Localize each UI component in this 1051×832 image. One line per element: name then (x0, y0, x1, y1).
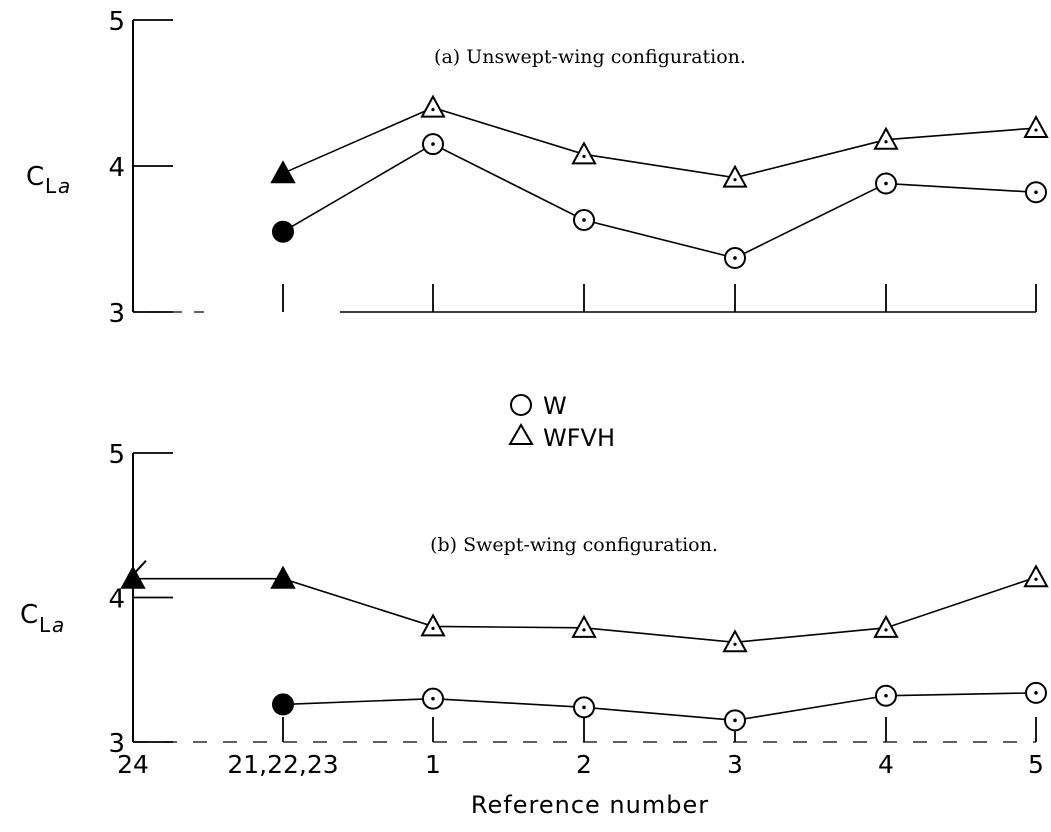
panel-a-point-dot (431, 142, 435, 146)
panel-b-point-dot (582, 705, 586, 710)
panel-a-y-label-sub1: L (45, 174, 57, 198)
panel-b-xtick-label: 3 (727, 750, 743, 779)
panel-b-point-wfvh (420, 613, 446, 637)
panel-b-point-dot (733, 642, 737, 646)
panel-a-point-dot (884, 140, 888, 144)
panel-b-point-wfvh (120, 565, 146, 589)
panel-b-xtick-label: 4 (878, 750, 894, 779)
panel-b-point-dot (1034, 577, 1038, 581)
panel-a-point-wfvh (420, 94, 446, 118)
panel-b-y-label: C L a (20, 600, 64, 637)
panel-b-point-dot (884, 628, 888, 632)
panel-a-point-wfvh (1023, 114, 1049, 139)
panel-a-y-label-main: C (26, 162, 44, 192)
panel-a: (a) Unswept-wing configuration. C L a 3 4… (26, 7, 1049, 329)
panel-a-point-wfvh (270, 160, 296, 184)
panel-b-xtick-label: 1 (425, 750, 441, 779)
panel-a-y-label-sub2: a (58, 174, 70, 198)
panel-a-point-dot (582, 218, 586, 222)
panel-a-point-wfvh (571, 141, 597, 165)
panel-a-ytick-label-4: 4 (108, 153, 125, 183)
panel-b: (b) Swept-wing configuration. C L a 345 … (20, 440, 1049, 819)
panel-b-point-wfvh (571, 614, 597, 638)
panel-b-y-label-sub1: L (39, 613, 51, 637)
panel-b-point-dot (431, 696, 435, 701)
panel-a-ytick-label-5: 5 (108, 7, 125, 37)
panel-b-point-wfvh (270, 565, 296, 589)
panel-b-ytick-label-5: 5 (108, 440, 125, 470)
panel-b-point-dot (582, 628, 586, 632)
panel-b-xtick-label: 21,22,23 (227, 750, 338, 779)
panel-a-ytick-label-3: 3 (108, 299, 125, 329)
panel-a-point-dot (431, 108, 435, 112)
panel-b-xtick-label: 2 (576, 750, 592, 779)
panel-b-point-wfvh (722, 629, 748, 653)
panel-b-y-label-main: C (20, 600, 38, 630)
panel-a-point-dot (884, 181, 888, 186)
panel-a-point-dot (582, 154, 586, 158)
panel-a-series-line-w (282, 143, 1037, 259)
legend: W WFVH (508, 392, 615, 452)
panel-b-series-line-w (282, 692, 1037, 722)
panel-b-ytick-label-4: 4 (108, 585, 125, 615)
legend-triangle-symbol (508, 423, 534, 445)
panel-b-point-dot (431, 626, 435, 631)
panel-a-title: (a) Unswept-wing configuration. (434, 46, 746, 68)
panel-b-y-label-sub2: a (52, 613, 64, 637)
panel-a-point-dot (1034, 128, 1038, 132)
legend-w-label: W (543, 392, 567, 420)
panel-a-y-label: C L a (26, 162, 70, 198)
panel-b-point-wfvh (873, 614, 899, 638)
panel-a-point-dot (733, 178, 737, 182)
panel-b-point-flag (132, 560, 147, 576)
panel-a-point-wfvh (722, 164, 748, 188)
panel-a-series-line-wfvh (282, 106, 1037, 179)
legend-circle-symbol (510, 394, 532, 416)
panel-b-x-axis-label: Reference number (471, 791, 709, 819)
panel-b-point-dot (884, 693, 888, 698)
panel-b-ytick-label-3: 3 (108, 729, 125, 759)
legend-wfvh-label: WFVH (543, 424, 615, 452)
panel-a-point-wfvh (873, 126, 899, 150)
panel-b-xtick-label: 24 (117, 750, 149, 779)
panel-b-point-w (272, 693, 294, 716)
panel-a-point-dot (1034, 190, 1038, 195)
panel-b-point-dot (1034, 691, 1038, 695)
panel-b-xtick-label: 5 (1028, 750, 1044, 779)
panel-a-point-dot (733, 256, 737, 260)
panel-b-point-wfvh (1023, 564, 1049, 588)
panel-b-title: (b) Swept-wing configuration. (430, 534, 718, 556)
panel-a-point-w (272, 220, 294, 243)
panel-b-point-dot (733, 718, 737, 723)
